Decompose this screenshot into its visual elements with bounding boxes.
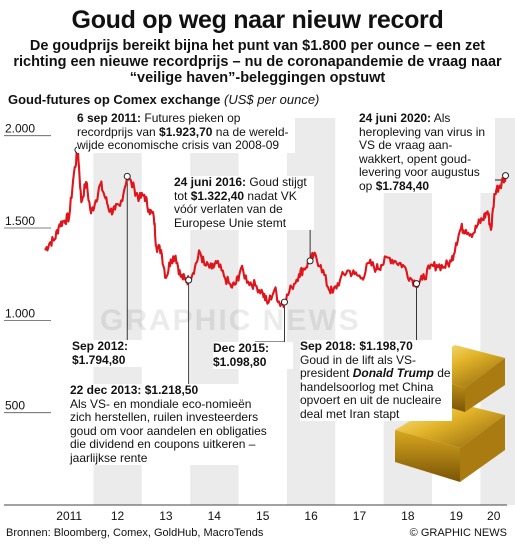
- x-tick-label: 12: [111, 509, 125, 523]
- annotation-date: 24 juni 2020:: [359, 111, 432, 125]
- annotation-text: na de wereld-wijde economische crisis va…: [77, 124, 289, 152]
- annotation-jun-2016: 24 juni 2016: Goud stijgt tot $1.322,40 …: [174, 175, 314, 230]
- annotation-text: nadat VK vóór verlaten van de Europese U…: [174, 188, 297, 230]
- annotation-marker: [123, 172, 131, 180]
- annotation-value: $1.218,50: [144, 383, 199, 397]
- annotation-text: Als VS- en mondiale eco-nomieën zich her…: [70, 396, 267, 465]
- annotation-value: $1.923,70: [159, 124, 213, 139]
- y-tick-label: 500: [5, 399, 25, 413]
- annotation-text: Goud in de lift als VS-president: [300, 352, 417, 380]
- annotation-dec-2015: Dec 2015: $1.098,80: [213, 341, 293, 369]
- page-title: Goud op weg naar nieuw record: [71, 6, 444, 34]
- annotation-person: Donald Trump: [352, 366, 434, 380]
- annotation-text: Goud stijgt tot: [174, 175, 307, 203]
- x-tick-label: 15: [256, 509, 270, 523]
- page-subtitle: De goudprijs bereikt bijna het punt van …: [13, 38, 502, 86]
- annotation-sep-2018: Sep 2018: $1.198,70 Goud in de lift als V…: [300, 339, 452, 421]
- annotation-dec-2013: 22 dec 2013: $1.218,50 Als VS- en mondial…: [70, 383, 268, 465]
- annotation-sep-2012: Sep 2012: $1.794,80: [72, 339, 152, 367]
- annotation-marker: [280, 298, 288, 306]
- annotation-marker: [185, 276, 193, 284]
- annotation-marker: [306, 257, 314, 265]
- chart-label: Goud-futures op Comex exchange (US$ per …: [8, 92, 319, 107]
- annotation-value: $1.794,80: [72, 352, 126, 367]
- x-tick-label: 20: [487, 509, 501, 523]
- chart-label-text: Goud-futures op Comex exchange: [8, 92, 221, 107]
- annotation-date: 22 dec 2013:: [70, 383, 142, 397]
- price-line: [44, 148, 507, 309]
- annotation-date: Sep 2018:: [300, 339, 357, 353]
- x-tick-label: 18: [401, 509, 415, 523]
- annotation-text: de handelsoorlog met China opvoert en ui…: [300, 366, 451, 421]
- annotation-sep-2011: 6 sep 2011: Futures pieken op recordprij…: [77, 111, 295, 153]
- annotation-marker: [502, 172, 510, 180]
- x-tick-label: 19: [450, 509, 464, 523]
- x-tick-label: 13: [159, 509, 173, 523]
- y-tick-label: 2.000: [5, 122, 35, 136]
- x-tick-label: 17: [353, 509, 367, 523]
- credit: © GRAPHIC NEWS: [409, 527, 507, 539]
- x-tick-label: 14: [208, 509, 222, 523]
- annotation-date: 6 sep 2011:: [77, 111, 142, 125]
- x-tick-label: 16: [304, 509, 318, 523]
- annotation-marker: [413, 280, 421, 288]
- source-note: Bronnen: Bloomberg, Comex, GoldHub, Macr…: [6, 527, 264, 539]
- annotation-value: $1.322,40: [190, 188, 245, 203]
- y-tick-label: 1.000: [5, 306, 35, 320]
- annotation-date: Sep 2012:: [72, 339, 129, 353]
- annotation-date: 24 juni 2016:: [174, 175, 247, 189]
- annotation-jun-2020: 24 juni 2020: Als heropleving van virus …: [359, 111, 495, 193]
- annotation-text: Futures pieken op recordprijs van: [77, 111, 241, 139]
- annotation-date: Dec 2015:: [213, 341, 270, 355]
- annotation-value: $1.784,40: [375, 178, 430, 193]
- y-tick-label: 1.500: [5, 214, 35, 228]
- annotation-text: Als heropleving van virus in VS de vraag…: [359, 111, 486, 193]
- x-tick-label: 2011: [56, 509, 82, 523]
- annotation-value: $1.198,70: [359, 339, 413, 353]
- annotation-value: $1.098,80: [213, 354, 267, 369]
- watermark: GRAPHIC NEWS: [100, 304, 361, 337]
- chart-unit: (US$ per ounce): [224, 92, 320, 107]
